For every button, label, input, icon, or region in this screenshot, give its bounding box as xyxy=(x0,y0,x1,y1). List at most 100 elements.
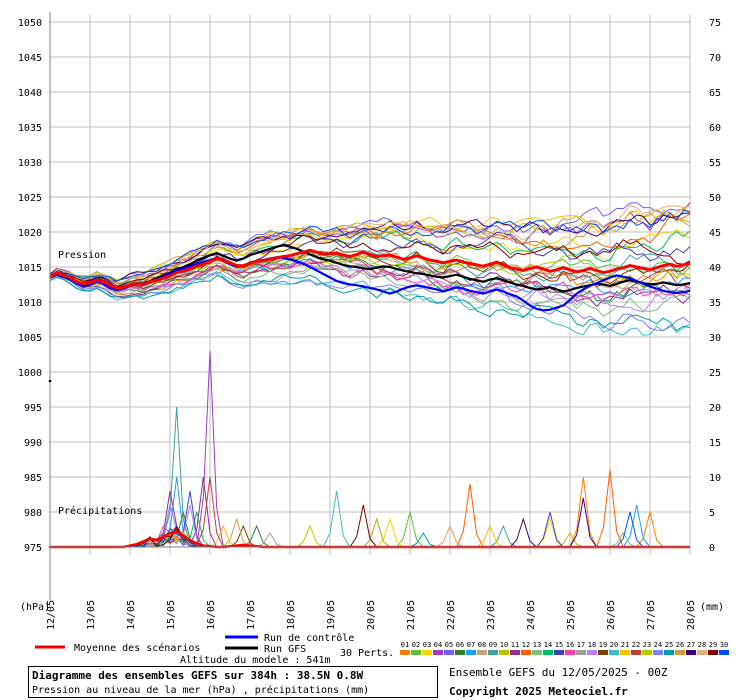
legend-pert-number: 03 xyxy=(423,641,431,649)
x-date-label: 21/05 xyxy=(406,600,417,630)
left-tick-label: 1040 xyxy=(18,88,42,99)
legend-pert-swatch xyxy=(565,650,575,655)
legend-pert-number: 21 xyxy=(621,641,629,649)
legend-pert-number: 26 xyxy=(676,641,684,649)
legend-pert-swatch xyxy=(576,650,586,655)
left-tick-label: 980 xyxy=(24,508,42,519)
legend-pert-swatch xyxy=(444,650,454,655)
legend-pert-swatch xyxy=(642,650,652,655)
right-tick-label: 35 xyxy=(709,298,721,309)
pressure-pert-28 xyxy=(49,205,691,285)
right-tick-label: 40 xyxy=(709,263,721,274)
pressure-pert-25 xyxy=(49,273,691,332)
legend-pert-number: 28 xyxy=(698,641,706,649)
right-tick-label: 15 xyxy=(709,438,721,449)
right-tick-label: 75 xyxy=(709,18,721,29)
legend-pert-swatch xyxy=(433,650,443,655)
right-tick-label: 70 xyxy=(709,53,721,64)
pressure-pert-29 xyxy=(49,234,691,288)
legend-pert-swatch xyxy=(532,650,542,655)
pressure-pert-30 xyxy=(49,209,691,282)
legend-pert-swatch xyxy=(499,650,509,655)
x-date-label: 13/05 xyxy=(86,600,97,630)
legend-pert-number: 17 xyxy=(577,641,585,649)
right-axis-unit: (mm) xyxy=(700,602,724,613)
legend-pert-number: 02 xyxy=(412,641,420,649)
legend-pert-swatch xyxy=(686,650,696,655)
legend-pert-swatch xyxy=(675,650,685,655)
legend-control-label: Run de contrôle xyxy=(264,632,354,644)
chart-title: Diagramme des ensembles GEFS sur 384h : … xyxy=(32,669,364,682)
legend-pert-number: 13 xyxy=(533,641,541,649)
right-tick-label: 10 xyxy=(709,473,721,484)
legend-pert-number: 20 xyxy=(610,641,618,649)
legend-pert-number: 12 xyxy=(522,641,530,649)
left-tick-label: 1005 xyxy=(18,333,42,344)
legend-pert-swatch xyxy=(598,650,608,655)
pressure-label: Pression xyxy=(58,250,106,261)
x-date-label: 15/05 xyxy=(166,600,177,630)
legend-pert-number: 29 xyxy=(709,641,717,649)
legend-pert-swatch xyxy=(400,650,410,655)
pressure-pert-11 xyxy=(49,262,691,308)
legend-pert-swatch xyxy=(466,650,476,655)
legend-gfs-label: Run GFS xyxy=(264,644,306,655)
legend-pert-number: 18 xyxy=(588,641,596,649)
x-date-label: 18/05 xyxy=(286,600,297,630)
legend-pert-swatch xyxy=(609,650,619,655)
right-tick-label: 30 xyxy=(709,333,721,344)
legend-pert-swatch xyxy=(543,650,553,655)
chart-subtitle: Pression au niveau de la mer (hPa) , pré… xyxy=(32,685,370,696)
legend-pert-swatch xyxy=(620,650,630,655)
x-date-label: 25/05 xyxy=(566,600,577,630)
legend-pert-number: 01 xyxy=(401,641,409,649)
x-date-label: 12/05 xyxy=(46,600,57,630)
right-tick-label: 55 xyxy=(709,158,721,169)
legend-pert-number: 10 xyxy=(500,641,508,649)
x-date-label: 16/05 xyxy=(206,600,217,630)
legend-pert-swatch xyxy=(587,650,597,655)
right-tick-label: 0 xyxy=(709,543,715,554)
legend-pert-swatch xyxy=(631,650,641,655)
left-tick-label: 1030 xyxy=(18,158,42,169)
legend-pert-swatch xyxy=(708,650,718,655)
pressure-pert-23 xyxy=(49,251,691,289)
model-altitude: Altitude du modele : 541m xyxy=(180,655,331,666)
legend-pert-swatch xyxy=(488,650,498,655)
x-date-label: 28/05 xyxy=(686,600,697,630)
legend-pert-number: 30 xyxy=(720,641,728,649)
legend-pert-number: 04 xyxy=(434,641,442,649)
left-tick-label: 1025 xyxy=(18,193,42,204)
precip-label: Précipitations xyxy=(58,505,142,517)
x-date-label: 27/05 xyxy=(646,600,657,630)
legend-pert-swatch xyxy=(422,650,432,655)
legend-pert-number: 22 xyxy=(632,641,640,649)
right-tick-label: 65 xyxy=(709,88,721,99)
legend-pert-number: 25 xyxy=(665,641,673,649)
legend-pert-swatch xyxy=(510,650,520,655)
legend-pert-number: 11 xyxy=(511,641,519,649)
legend-pert-number: 09 xyxy=(489,641,497,649)
left-tick-label: 990 xyxy=(24,438,42,449)
legend-pert-swatch xyxy=(664,650,674,655)
left-tick-label: 1015 xyxy=(18,263,42,274)
x-date-label: 20/05 xyxy=(366,600,377,630)
legend-pert-number: 06 xyxy=(456,641,464,649)
left-tick-label: 1035 xyxy=(18,123,42,134)
left-tick-label: 985 xyxy=(24,473,42,484)
legend-pert-number: 15 xyxy=(555,641,563,649)
legend-pert-swatch xyxy=(719,650,729,655)
legend-pert-swatch xyxy=(697,650,707,655)
left-tick-label: 1045 xyxy=(18,53,42,64)
right-tick-label: 25 xyxy=(709,368,721,379)
legend-pert-number: 19 xyxy=(599,641,607,649)
left-tick-label: 1010 xyxy=(18,298,42,309)
x-date-label: 24/05 xyxy=(526,600,537,630)
copyright: Copyright 2025 Meteociel.fr xyxy=(449,685,628,698)
legend-pert-number: 23 xyxy=(643,641,651,649)
left-tick-label: 1000 xyxy=(18,368,42,379)
legend-pert-swatch xyxy=(477,650,487,655)
legend-pert-number: 07 xyxy=(467,641,475,649)
legend-pert-swatch xyxy=(411,650,421,655)
